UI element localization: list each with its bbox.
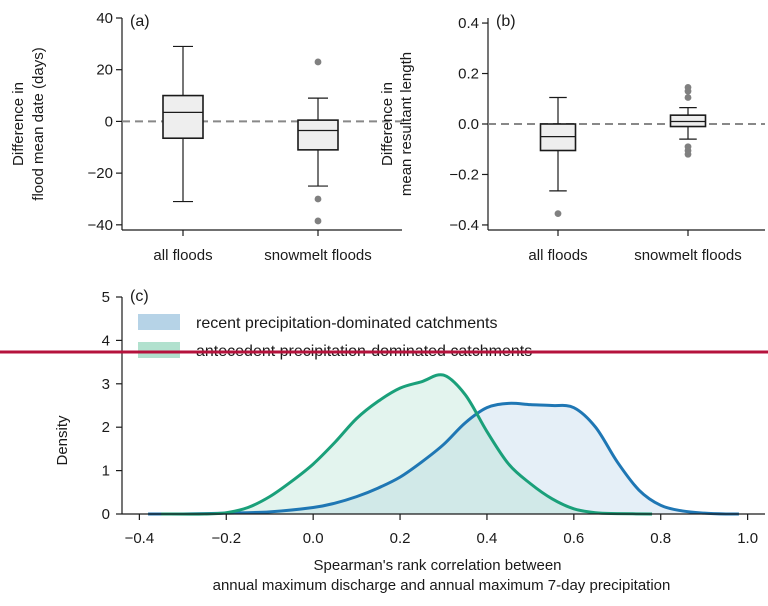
y-axis-label: Difference in xyxy=(10,82,27,166)
x-axis-label: annual maximum discharge and annual maxi… xyxy=(213,577,671,594)
y-tick-label: −20 xyxy=(88,165,113,182)
density-area-antecedent xyxy=(161,374,653,515)
outlier-point xyxy=(314,58,322,66)
y-tick-label: 4 xyxy=(102,332,110,349)
outlier-point xyxy=(314,217,322,225)
panel-label: (a) xyxy=(130,13,150,30)
density-line-antecedent xyxy=(161,373,653,516)
y-axis-label: Difference in xyxy=(379,82,396,166)
y-axis-label: Density xyxy=(54,415,71,466)
outlier-point xyxy=(684,150,692,158)
y-tick-label: 0 xyxy=(105,113,113,130)
iqr-box xyxy=(539,123,577,152)
y-tick-label: 0.4 xyxy=(458,15,479,32)
x-tick-label: 0.8 xyxy=(650,530,671,547)
box-snowmelt-floods xyxy=(669,84,707,158)
category-label: all floods xyxy=(153,247,212,264)
y-axis-label: flood mean date (days) xyxy=(30,47,47,200)
iqr-box xyxy=(669,114,707,128)
y-tick-label: −0.2 xyxy=(449,166,479,183)
density-panel-c: 0 1 2 3 4 5 −0.4 −0.2 0.0 0.2 0.4 0.6 0.8 1.0 Spearman… xyxy=(54,288,765,594)
y-tick-label: 0 xyxy=(102,506,110,523)
outlier-point xyxy=(554,210,562,217)
panel-label: (c) xyxy=(130,288,149,305)
y-tick-label: −40 xyxy=(88,217,113,234)
y-tick-label: 20 xyxy=(96,62,113,79)
x-axis-label: Spearman's rank correlation between xyxy=(314,557,562,574)
outlier-point xyxy=(314,195,322,203)
x-tick-label: 0.2 xyxy=(390,530,411,547)
y-tick-label: 3 xyxy=(102,376,110,393)
panel-label: (b) xyxy=(496,13,516,30)
box-all-floods xyxy=(539,96,577,217)
x-tick-label: 0.4 xyxy=(477,530,498,547)
density-area-recent xyxy=(148,403,739,515)
x-tick-label: −0.4 xyxy=(125,530,155,547)
legend-label: recent precipitation-dominated catchment… xyxy=(196,315,498,332)
x-tick-label: 0.0 xyxy=(303,530,324,547)
x-tick-label: 0.6 xyxy=(563,530,584,547)
y-tick-label: 40 xyxy=(96,10,113,27)
box-snowmelt-floods xyxy=(297,58,339,225)
category-label: snowmelt floods xyxy=(634,247,742,264)
density-line-recent xyxy=(148,401,739,516)
outlier-point xyxy=(684,84,692,91)
x-tick-label: −0.2 xyxy=(211,530,241,547)
outlier-point xyxy=(684,94,692,101)
y-tick-label: 5 xyxy=(102,289,110,306)
iqr-box xyxy=(297,119,339,151)
y-tick-label: 0.2 xyxy=(458,66,479,83)
legend-swatch xyxy=(138,342,180,358)
iqr-box xyxy=(162,94,204,140)
category-label: snowmelt floods xyxy=(264,247,372,264)
box-all-floods xyxy=(162,45,204,203)
y-axis-label: mean resultant length xyxy=(398,52,415,196)
category-label: all floods xyxy=(528,247,587,264)
box-panel-b: −0.4 −0.2 0.0 0.2 0.4 all floods snowmelt floo… xyxy=(379,13,765,264)
legend-swatch xyxy=(138,314,180,330)
y-tick-label: 1 xyxy=(102,463,110,480)
y-tick-label: 0.0 xyxy=(458,116,479,133)
x-tick-label: 1.0 xyxy=(737,530,758,547)
y-tick-label: −0.4 xyxy=(449,217,479,234)
box-panel-a: −40 −20 0 20 40 all floods snowmelt floods Diff… xyxy=(10,10,402,264)
y-tick-label: 2 xyxy=(102,419,110,436)
